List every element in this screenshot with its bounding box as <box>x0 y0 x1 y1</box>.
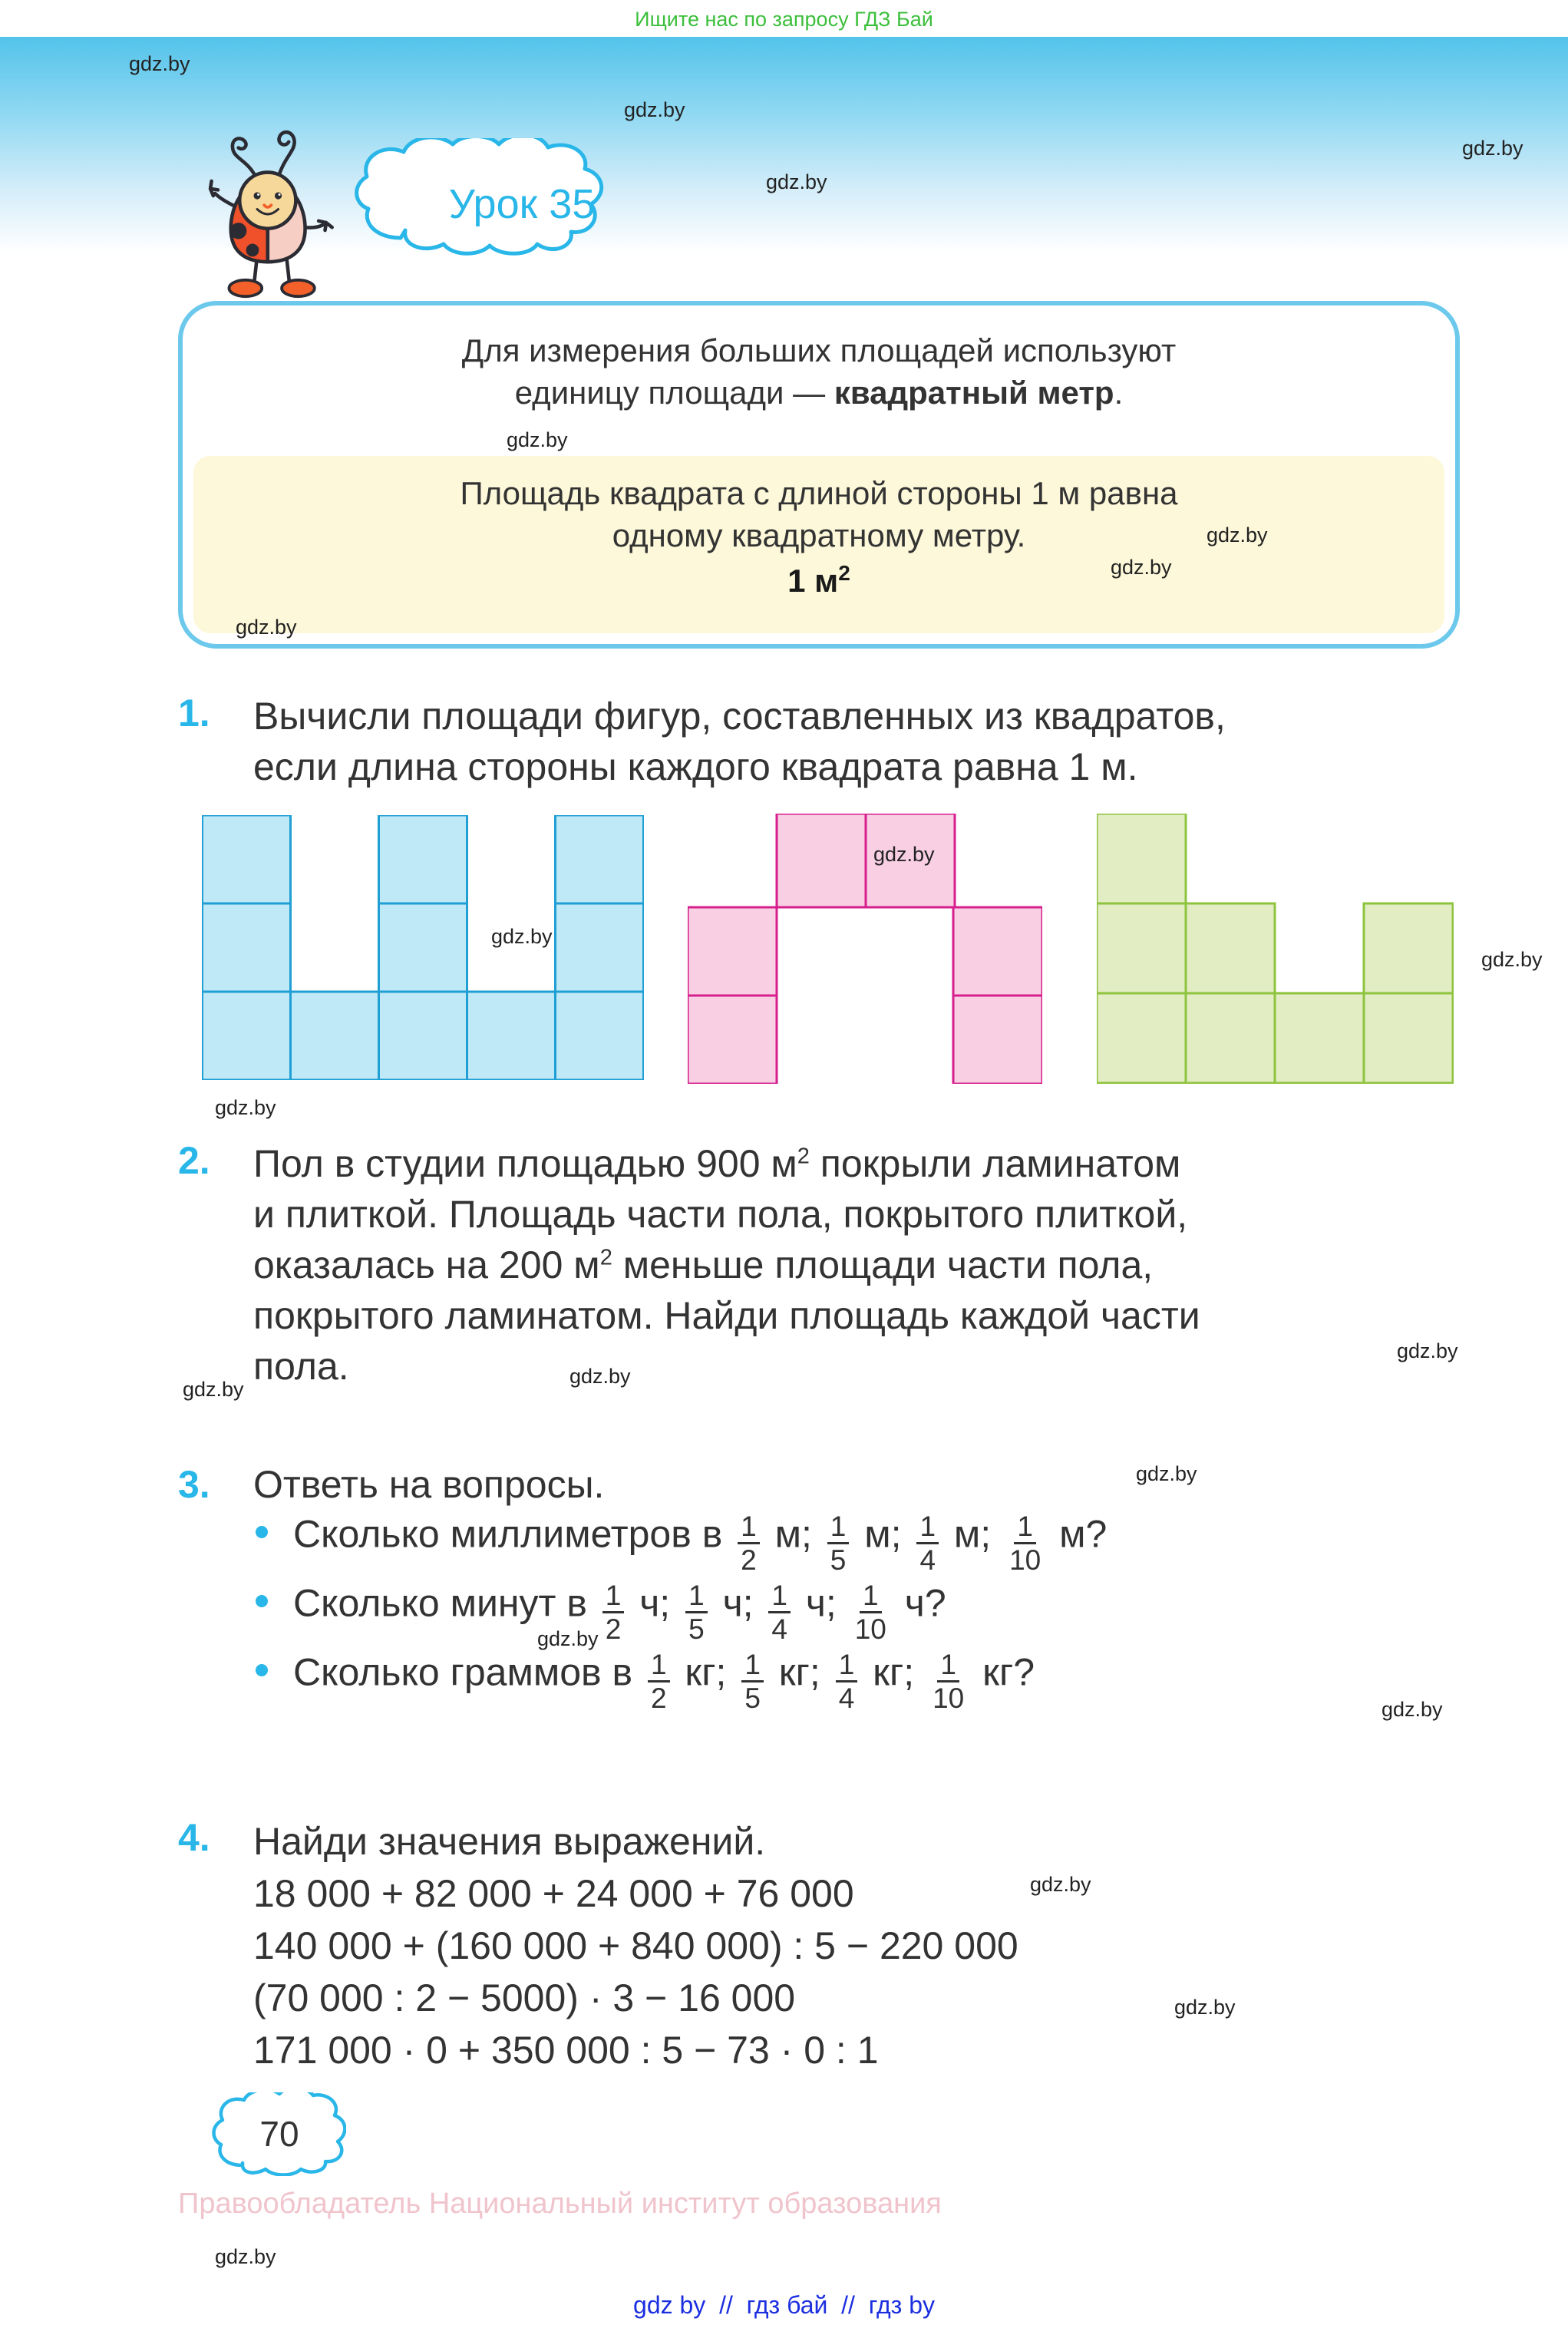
svg-text:70: 70 <box>259 2114 299 2154</box>
svg-text:Урок 35: Урок 35 <box>449 181 596 227</box>
